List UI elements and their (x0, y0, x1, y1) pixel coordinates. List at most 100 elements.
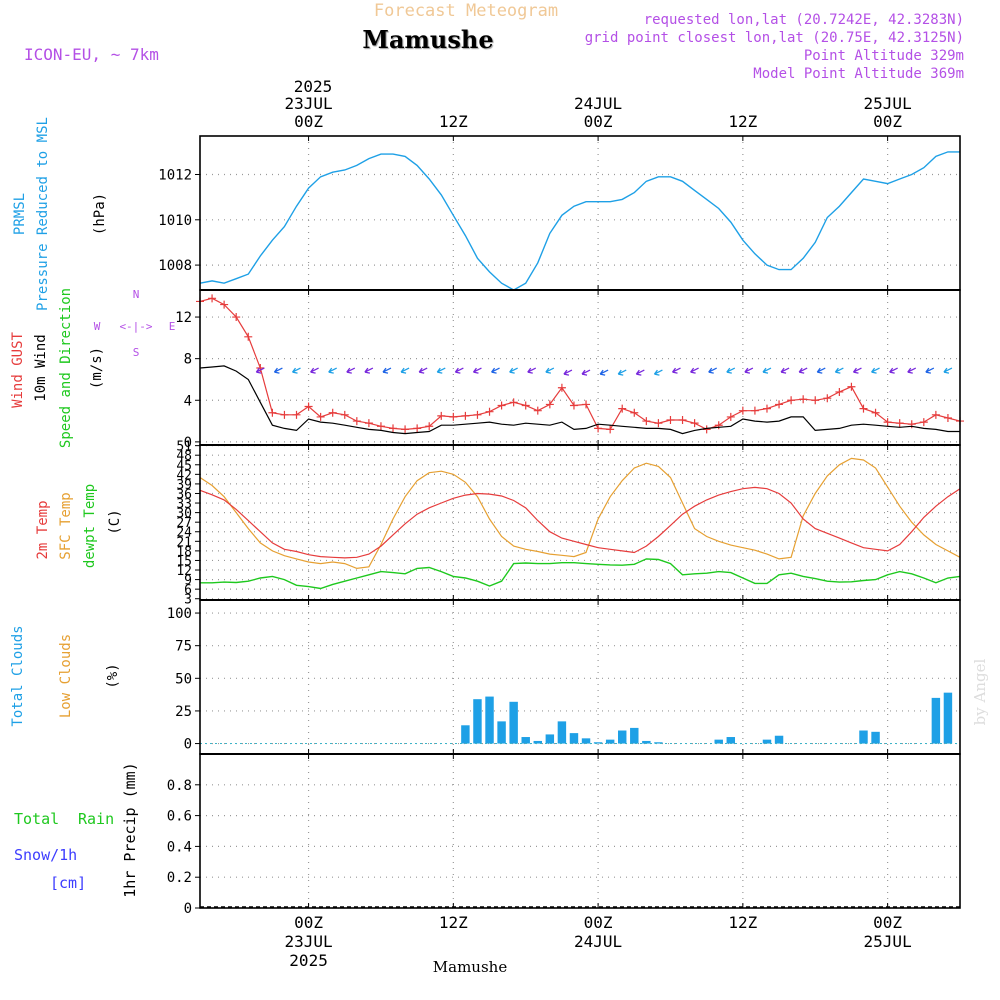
wind-direction-arrow (509, 367, 518, 374)
requested-coords: requested lon,lat (20.7242E, 42.3283N) (644, 12, 964, 28)
cloud-bar (859, 730, 868, 744)
wind-direction-arrow (635, 369, 645, 376)
wind-direction-arrow (798, 367, 808, 374)
y-tick-label: 15 (176, 554, 192, 569)
wind-direction-arrow (491, 367, 500, 374)
gust-point (340, 410, 349, 419)
time-label-top: 25JUL (864, 94, 912, 113)
gust-point (762, 404, 771, 413)
y-tick-label: 36 (176, 487, 192, 502)
y-tick-label: 1012 (158, 168, 192, 184)
gust-point (582, 400, 591, 409)
wind-direction-arrow (382, 367, 392, 374)
gust-point (533, 406, 542, 415)
wind-direction-arrow (599, 369, 609, 376)
temp-unit: (C) (107, 509, 123, 534)
wind-direction-arrow (454, 367, 464, 374)
wind-line (199, 365, 960, 435)
y-tick-label: 33 (176, 497, 192, 512)
compass-s: S (133, 346, 140, 359)
low-clouds-label: Low Clouds (58, 634, 74, 718)
wind-direction-arrow (780, 367, 790, 374)
cloud-bar (871, 731, 880, 744)
wind-direction-arrow (726, 367, 736, 374)
time-label-bottom: 25JUL (864, 932, 912, 951)
time-label-bottom: 00Z (294, 913, 323, 932)
panel-frame (199, 289, 961, 446)
y-tick-label: 1008 (158, 258, 192, 274)
wind-direction-arrow (400, 367, 410, 374)
time-label-bottom: 2025 (289, 951, 328, 970)
compass-e: E (169, 320, 176, 333)
dewpt-label: dewpt Temp (82, 484, 98, 568)
gust-point (389, 424, 398, 433)
gust-point (714, 421, 723, 430)
wind-direction-arrow (545, 367, 555, 374)
y-tick-label: 48 (176, 449, 192, 464)
y-tick-label: 100 (167, 606, 192, 622)
compass-w: W (94, 320, 101, 333)
cloud-bar (605, 739, 615, 744)
watermark: by Angel (971, 658, 989, 725)
compass-rose: N W <-|-> E S (94, 288, 176, 359)
wind-direction-arrow (563, 369, 573, 376)
gust-point (497, 401, 506, 410)
gust-point (437, 411, 446, 420)
y-tick-label: 8 (184, 352, 192, 368)
time-label-top: 23JUL (284, 94, 332, 113)
gust-point (220, 300, 229, 309)
wind-direction-arrow (690, 367, 699, 374)
y-tick-label: 0.4 (167, 839, 192, 855)
cloud-bar (545, 734, 555, 744)
wind-direction-arrow (291, 367, 301, 374)
wind-direction-arrow (889, 367, 898, 374)
wind-dir-label: Speed and Direction (58, 288, 74, 448)
wind-direction-arrow (907, 367, 917, 374)
y-tick-label: 39 (176, 478, 192, 493)
gust-point (931, 410, 940, 419)
gust-point (654, 419, 663, 428)
gust-point (364, 419, 373, 428)
cloud-bar (485, 696, 494, 744)
cloud-bar (461, 725, 470, 744)
time-label-bottom: 00Z (873, 913, 902, 932)
cloud-bar (774, 735, 784, 744)
y-tick-label: 12 (176, 564, 192, 579)
gust-point (557, 383, 566, 392)
gust-point (666, 416, 675, 425)
prmsl-label: PRMSL (12, 193, 28, 235)
wind-direction-arrow (472, 367, 482, 374)
top-year: 2025 (294, 77, 333, 96)
footer-location: Mamushe (433, 958, 508, 976)
panel-frame (199, 753, 961, 909)
cloud-bar (762, 739, 772, 744)
gust-point (690, 419, 699, 428)
wind-direction-arrow (708, 367, 717, 374)
wind-direction-arrow (744, 367, 754, 374)
y-tick-label: 1010 (158, 213, 192, 229)
total-clouds-label: Total Clouds (10, 625, 26, 726)
gust-point (280, 410, 289, 419)
time-label-bottom: 00Z (584, 913, 613, 932)
gust-point (919, 418, 928, 427)
wind-label: 10m Wind (33, 334, 49, 401)
y-tick-label: 6 (184, 583, 192, 598)
prmsl-desc: Pressure Reduced to MSL (35, 117, 51, 311)
snow-unit: [cm] (50, 874, 86, 892)
time-label-bottom: 23JUL (284, 932, 332, 951)
gust-point (509, 398, 518, 407)
gust-point (823, 394, 832, 403)
sfc-label: SFC Temp (58, 492, 74, 559)
wind-direction-arrow (816, 367, 826, 374)
y-tick-label: 3 (184, 593, 192, 608)
cloud-bar (509, 701, 518, 744)
gust-point (787, 396, 796, 405)
cloud-bar (569, 733, 579, 744)
gust-point (328, 408, 337, 417)
wind-direction-arrow (653, 369, 663, 376)
cloud-bar (726, 737, 736, 744)
gust-point (316, 412, 325, 421)
gust-point (449, 412, 458, 421)
prmsl-unit: (hPa) (92, 193, 108, 235)
gust-point (726, 412, 735, 421)
